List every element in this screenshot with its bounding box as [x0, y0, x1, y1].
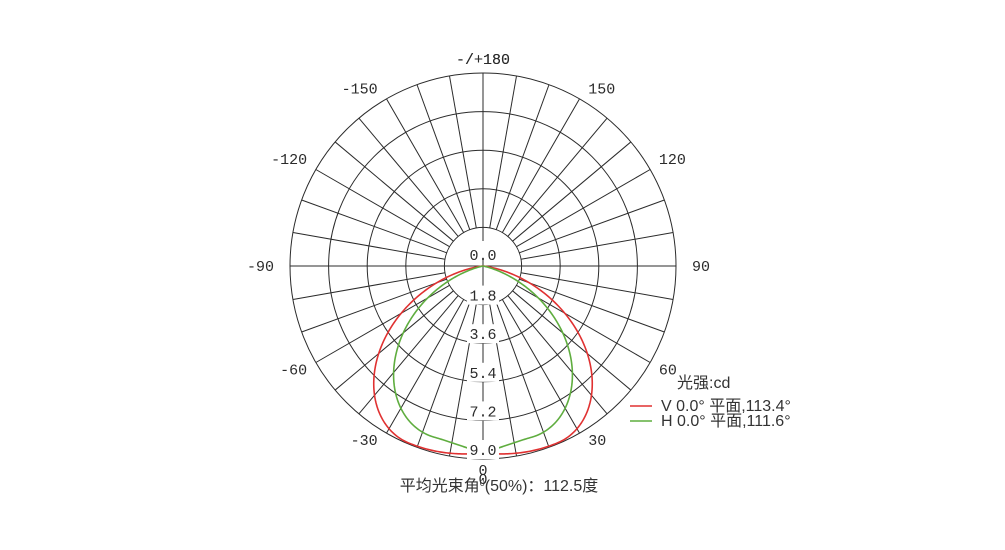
svg-text:-150: -150: [342, 81, 378, 98]
svg-text:90: 90: [692, 259, 710, 276]
svg-text:5.4: 5.4: [469, 366, 496, 383]
svg-text:平均光束角0(50%)：112.5度: 平均光束角0(50%)：112.5度: [400, 477, 599, 495]
svg-text:120: 120: [659, 152, 686, 169]
svg-text:-90: -90: [247, 259, 274, 276]
svg-text:-/+180: -/+180: [456, 52, 510, 69]
svg-text:150: 150: [588, 81, 615, 98]
svg-text:60: 60: [659, 363, 677, 380]
svg-text:7.2: 7.2: [469, 404, 496, 421]
svg-text:1.8: 1.8: [469, 289, 496, 306]
svg-text:-60: -60: [280, 363, 307, 380]
svg-text:0.0: 0.0: [469, 248, 496, 265]
svg-text:H 0.0° 平面,111.6°: H 0.0° 平面,111.6°: [661, 413, 791, 430]
svg-text:9.0: 9.0: [469, 443, 496, 460]
svg-text:光强:cd: 光强:cd: [677, 374, 730, 392]
svg-text:-30: -30: [351, 433, 378, 450]
svg-text:-120: -120: [271, 152, 307, 169]
svg-text:3.6: 3.6: [469, 327, 496, 344]
svg-text:30: 30: [588, 433, 606, 450]
